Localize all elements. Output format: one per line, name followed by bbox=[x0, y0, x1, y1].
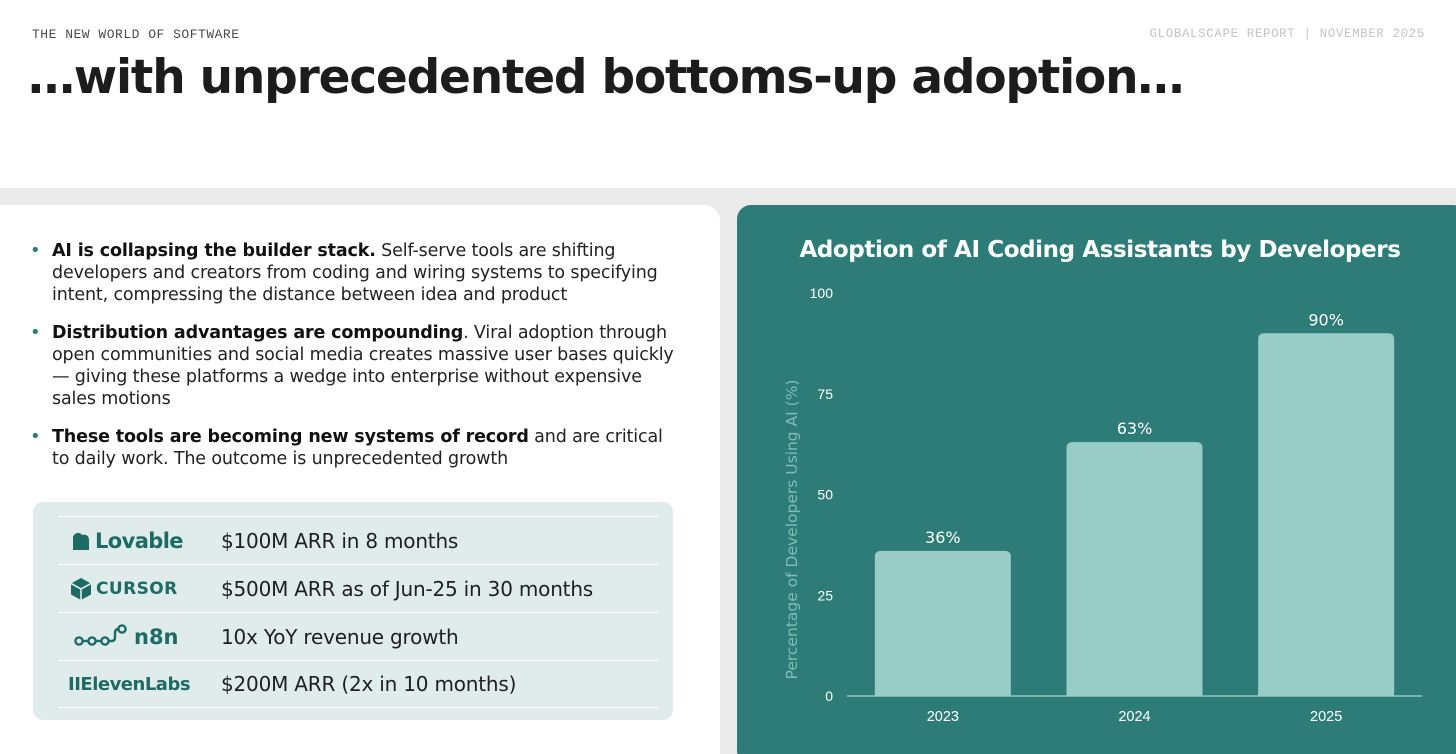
company-name: IIElevenLabs bbox=[68, 673, 191, 695]
data-label: 90% bbox=[1308, 310, 1344, 329]
company-stat: $200M ARR (2x in 10 months) bbox=[221, 672, 517, 696]
bar-2025 bbox=[1258, 333, 1395, 696]
y-tick-label: 100 bbox=[810, 285, 834, 301]
cursor-logo: CURSOR bbox=[59, 577, 221, 601]
company-stat: $100M ARR in 8 months bbox=[221, 528, 459, 553]
heart-icon bbox=[73, 532, 90, 550]
x-tick-label: 2024 bbox=[1118, 709, 1150, 725]
bullet-list: AI is collapsing the builder stack. Self… bbox=[30, 240, 680, 486]
company-row-elevenlabs: IIElevenLabs $200M ARR (2x in 10 months) bbox=[59, 660, 659, 708]
bullet-item: AI is collapsing the builder stack. Self… bbox=[30, 240, 680, 306]
report-tag: GLOBALSCAPE REPORT | NOVEMBER 2025 bbox=[1149, 27, 1425, 41]
bar-2023 bbox=[874, 550, 1011, 696]
bullet-item: These tools are becoming new systems of … bbox=[30, 426, 680, 470]
cube-icon bbox=[70, 577, 92, 600]
bullet-item: Distribution advantages are compounding.… bbox=[30, 322, 680, 410]
bullet-text: Self-serve tools are shifting developers… bbox=[52, 241, 658, 305]
page-title: …with unprecedented bottoms-up adoption… bbox=[28, 50, 1184, 105]
y-tick-label: 50 bbox=[817, 487, 833, 503]
bullet-bold: These tools are becoming new systems of … bbox=[52, 427, 529, 447]
chart-title: Adoption of AI Coding Assistants by Deve… bbox=[799, 237, 1400, 263]
report-kicker: THE NEW WORLD OF SOFTWARE bbox=[32, 27, 240, 42]
x-tick-label: 2023 bbox=[927, 709, 959, 725]
y-tick-label: 25 bbox=[817, 587, 833, 603]
bar-2024 bbox=[1066, 442, 1203, 696]
company-name: n8n bbox=[134, 624, 179, 649]
y-tick-label: 0 bbox=[825, 688, 833, 704]
elevenlabs-logo: IIElevenLabs bbox=[59, 674, 221, 695]
y-axis-label: Percentage of Developers Using AI (%) bbox=[783, 380, 801, 680]
y-tick-label: 75 bbox=[817, 386, 833, 402]
company-row-lovable: Lovable $100M ARR in 8 months bbox=[59, 516, 659, 564]
n8n-logo: n8n bbox=[59, 623, 221, 651]
company-stats-box: Lovable $100M ARR in 8 months CURSOR $50… bbox=[33, 502, 673, 720]
bullet-bold: AI is collapsing the builder stack. bbox=[52, 241, 376, 261]
company-stat: $500M ARR as of Jun-25 in 30 months bbox=[221, 576, 594, 601]
bullet-bold: Distribution advantages are compounding bbox=[52, 323, 464, 343]
x-tick-label: 2025 bbox=[1310, 709, 1342, 725]
data-label: 63% bbox=[1117, 419, 1153, 438]
bar-chart: Adoption of AI Coding Assistants by Deve… bbox=[783, 237, 1422, 725]
data-label: 36% bbox=[925, 528, 961, 547]
lovable-logo: Lovable bbox=[59, 529, 221, 553]
workflow-nodes-icon bbox=[74, 623, 127, 646]
company-stat: 10x YoY revenue growth bbox=[221, 624, 459, 649]
company-name: Lovable bbox=[95, 528, 184, 553]
company-row-n8n: n8n 10x YoY revenue growth bbox=[59, 612, 659, 660]
company-row-cursor: CURSOR $500M ARR as of Jun-25 in 30 mont… bbox=[59, 564, 659, 612]
bullet-text: and are critical to daily work. The outc… bbox=[52, 427, 663, 469]
company-name: CURSOR bbox=[96, 578, 178, 599]
bullet-text: . Viral adoption through open communitie… bbox=[52, 323, 674, 409]
